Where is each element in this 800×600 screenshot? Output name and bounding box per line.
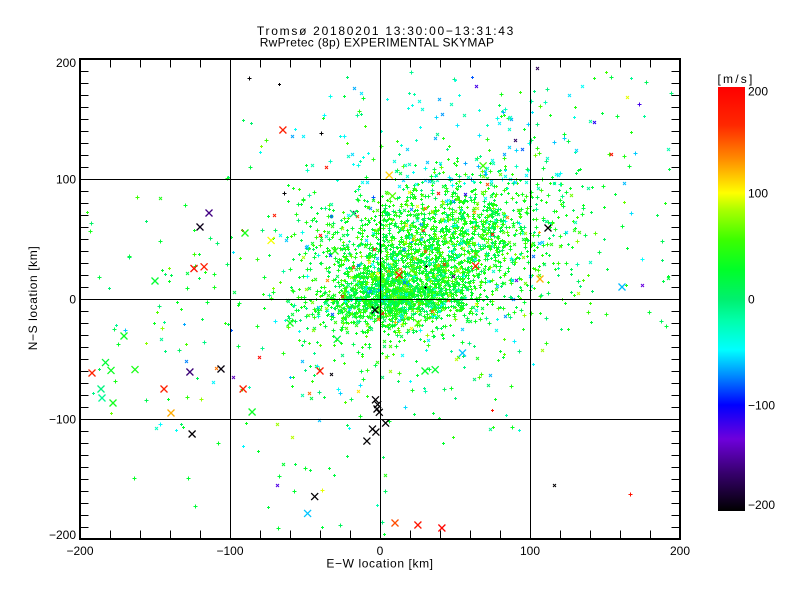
svg-text:100: 100 <box>748 187 768 201</box>
svg-text:−100: −100 <box>748 399 775 413</box>
svg-text:−200: −200 <box>66 544 93 558</box>
svg-text:−100: −100 <box>216 544 243 558</box>
svg-text:100: 100 <box>56 173 76 187</box>
svg-text:0: 0 <box>748 293 755 307</box>
svg-text:−200: −200 <box>49 528 76 542</box>
svg-text:RwPretec (8p) EXPERIMENTAL SKY: RwPretec (8p) EXPERIMENTAL SKYMAP <box>260 36 495 50</box>
svg-text:[m/s]: [m/s] <box>718 72 755 86</box>
svg-text:N−S location [km]: N−S location [km] <box>26 246 40 351</box>
svg-text:100: 100 <box>520 544 540 558</box>
svg-text:−100: −100 <box>49 413 76 427</box>
svg-text:−200: −200 <box>748 498 775 512</box>
svg-text:0: 0 <box>377 544 384 558</box>
svg-text:200: 200 <box>670 544 690 558</box>
svg-text:E−W location [km]: E−W location [km] <box>326 557 433 571</box>
svg-text:200: 200 <box>56 56 76 70</box>
svg-text:0: 0 <box>69 293 76 307</box>
svg-text:200: 200 <box>748 85 768 99</box>
svg-text:Tromsø 20180201 13:30:00−13:31: Tromsø 20180201 13:30:00−13:31:43 <box>257 24 515 38</box>
